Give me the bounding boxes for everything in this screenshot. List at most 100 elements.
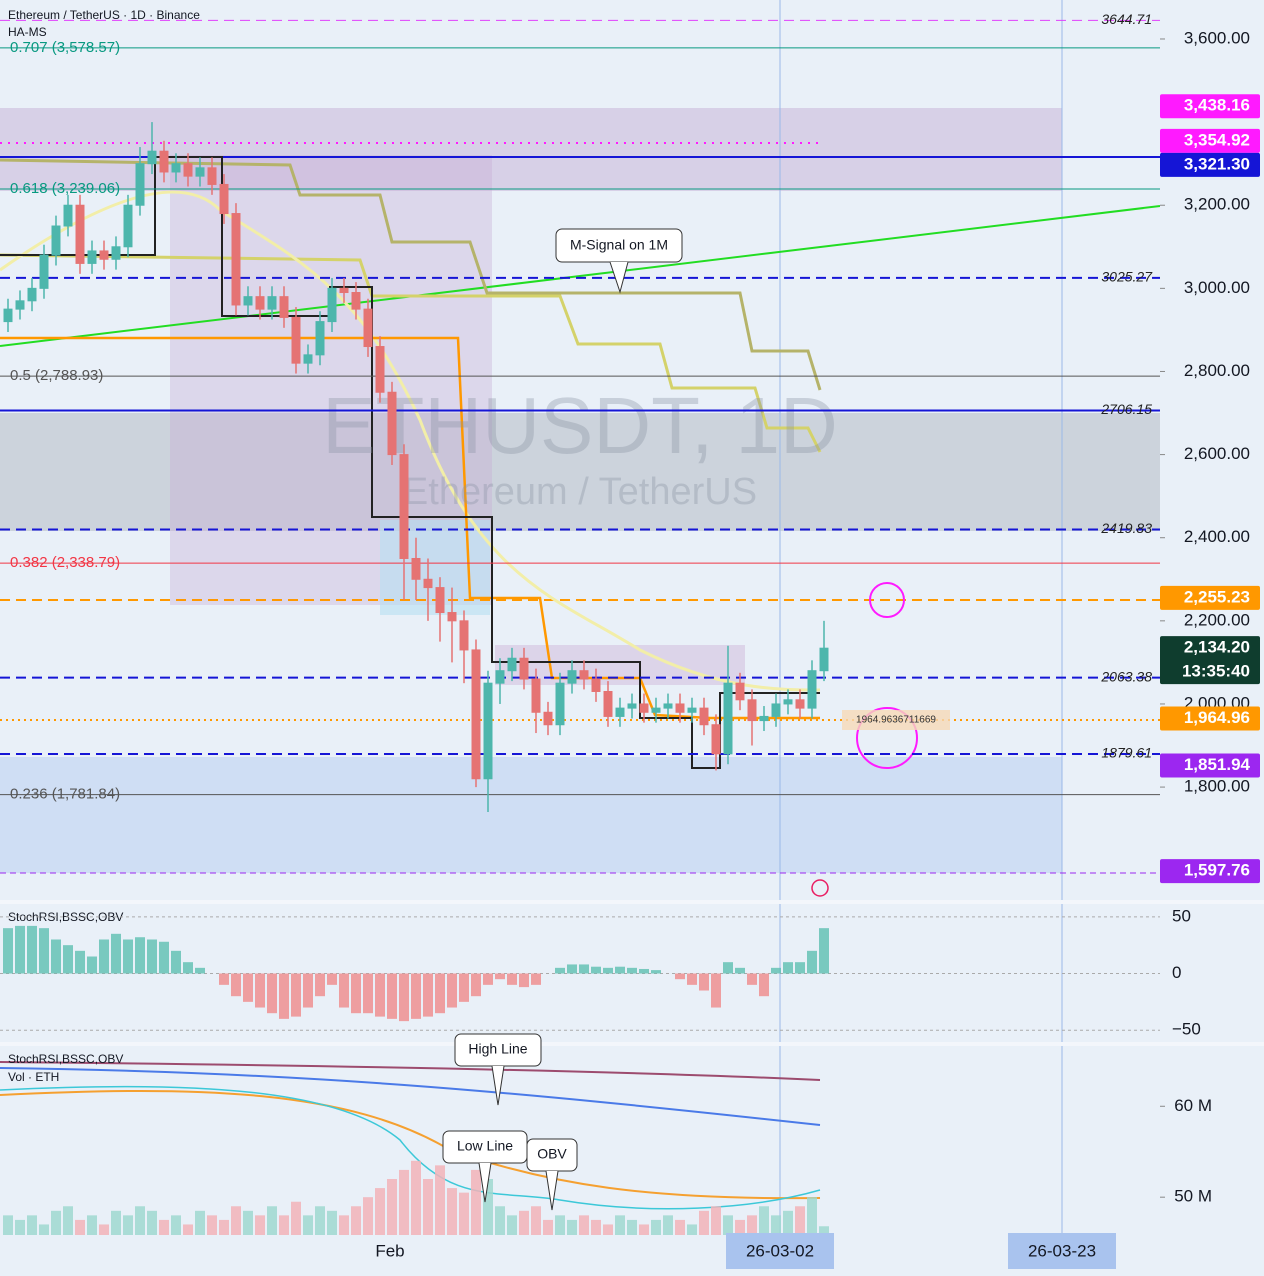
volume-bar bbox=[603, 1224, 613, 1235]
candle-body bbox=[567, 670, 577, 684]
osc-bar bbox=[471, 973, 481, 997]
osc-bar bbox=[579, 964, 589, 974]
candle-body bbox=[819, 647, 829, 672]
volume-bar bbox=[495, 1206, 505, 1235]
annotation-box bbox=[842, 710, 950, 730]
price-badge-label: 3,354.92 bbox=[1184, 130, 1250, 149]
osc-bar bbox=[507, 973, 517, 985]
volume-bar bbox=[543, 1219, 553, 1235]
price-badge-label: 2,255.23 bbox=[1184, 587, 1250, 606]
candle-body bbox=[51, 225, 61, 256]
candle-body bbox=[183, 163, 193, 177]
m-signal-line bbox=[0, 253, 822, 453]
volume-bar bbox=[639, 1224, 649, 1235]
osc-bar bbox=[711, 973, 721, 1008]
volume-bar bbox=[675, 1219, 685, 1235]
volume-bar bbox=[567, 1219, 577, 1235]
volume-bar bbox=[183, 1224, 193, 1235]
osc-bar bbox=[495, 973, 505, 980]
callout-label: OBV bbox=[537, 1146, 567, 1162]
osc-bar bbox=[375, 973, 385, 1017]
candle-body bbox=[531, 678, 541, 713]
y-tick-label: 0 bbox=[1172, 963, 1181, 982]
level-label: 1879.61 bbox=[1101, 745, 1152, 761]
candle-body bbox=[411, 557, 421, 580]
y-tick-label: 2,600.00 bbox=[1184, 444, 1250, 463]
osc-bar bbox=[303, 973, 313, 1008]
osc-bar bbox=[327, 973, 337, 985]
volume-bar bbox=[615, 1215, 625, 1235]
volume-bar bbox=[147, 1210, 157, 1235]
candle-body bbox=[699, 707, 709, 726]
volume-bar bbox=[15, 1219, 25, 1235]
volume-bar bbox=[327, 1210, 337, 1235]
pane-separator bbox=[0, 1042, 1264, 1046]
volume-bar bbox=[99, 1224, 109, 1235]
y-tick-label: 3,000.00 bbox=[1184, 278, 1250, 297]
level-label: 2706.15 bbox=[1100, 401, 1152, 417]
fib-label: 0.707 (3,578.57) bbox=[10, 39, 120, 56]
volume-bar bbox=[363, 1197, 373, 1235]
volume-bar bbox=[63, 1206, 73, 1235]
osc-bar bbox=[435, 973, 445, 1014]
volume-bar bbox=[315, 1206, 325, 1235]
level-label: 2419.83 bbox=[1100, 520, 1152, 536]
volume-bar bbox=[663, 1215, 673, 1235]
candle-body bbox=[327, 287, 337, 323]
osc-bar bbox=[591, 966, 601, 974]
volume-bar bbox=[375, 1188, 385, 1235]
x-tick-label: Feb bbox=[375, 1241, 404, 1260]
volume-bar bbox=[735, 1219, 745, 1235]
osc-bar bbox=[219, 973, 229, 985]
osc-bar bbox=[315, 973, 325, 997]
volume-bar bbox=[687, 1224, 697, 1235]
x-tick-label: 26-03-02 bbox=[746, 1241, 814, 1260]
volume-bar bbox=[795, 1206, 805, 1235]
pane-title: StochRSI,BSSC,OBV bbox=[8, 1052, 123, 1066]
candle-body bbox=[243, 296, 253, 306]
osc-bar bbox=[759, 973, 769, 997]
candle-body bbox=[747, 699, 757, 722]
volume-bar bbox=[519, 1210, 529, 1235]
candle-body bbox=[795, 699, 805, 709]
osc-bar bbox=[363, 973, 373, 1014]
candle-body bbox=[3, 308, 13, 323]
obv-line bbox=[0, 1067, 821, 1126]
volume-bar bbox=[195, 1210, 205, 1235]
y-tick-label: 60 M bbox=[1174, 1096, 1212, 1115]
osc-bar bbox=[747, 973, 757, 985]
countdown: 13:35:40 bbox=[1182, 662, 1250, 681]
osc-bar bbox=[603, 967, 613, 974]
osc-bar bbox=[795, 962, 805, 974]
candle-body bbox=[63, 204, 73, 227]
fib-label: 0.5 (2,788.93) bbox=[10, 367, 103, 384]
osc-bar bbox=[255, 973, 265, 1008]
low-line bbox=[0, 1085, 821, 1210]
osc-bar bbox=[171, 950, 181, 974]
candle-body bbox=[75, 204, 85, 264]
candle-body bbox=[303, 354, 313, 364]
candle-body bbox=[495, 670, 505, 684]
candle-body bbox=[279, 296, 289, 318]
volume-bar bbox=[351, 1206, 361, 1235]
volume-bar bbox=[531, 1206, 541, 1235]
volume-bar bbox=[279, 1215, 289, 1235]
osc-bar bbox=[111, 933, 121, 974]
volume-bar bbox=[207, 1215, 217, 1235]
candle-body bbox=[507, 657, 517, 672]
volume-bar bbox=[87, 1215, 97, 1235]
volume-bar bbox=[471, 1169, 481, 1235]
candle-body bbox=[735, 682, 745, 701]
price-badge bbox=[1160, 753, 1260, 778]
osc-bar bbox=[675, 973, 685, 980]
level-label: 3644.71 bbox=[1101, 11, 1152, 27]
candle-body bbox=[615, 707, 625, 717]
indicator-name: HA-MS bbox=[8, 25, 47, 39]
price-badge bbox=[1160, 636, 1260, 685]
volume-bar bbox=[39, 1224, 49, 1235]
osc-bar bbox=[459, 973, 469, 1002]
callout-pointer bbox=[609, 261, 629, 294]
watermark: Ethereum / TetherUS bbox=[403, 471, 757, 513]
osc-bar bbox=[387, 973, 397, 1019]
